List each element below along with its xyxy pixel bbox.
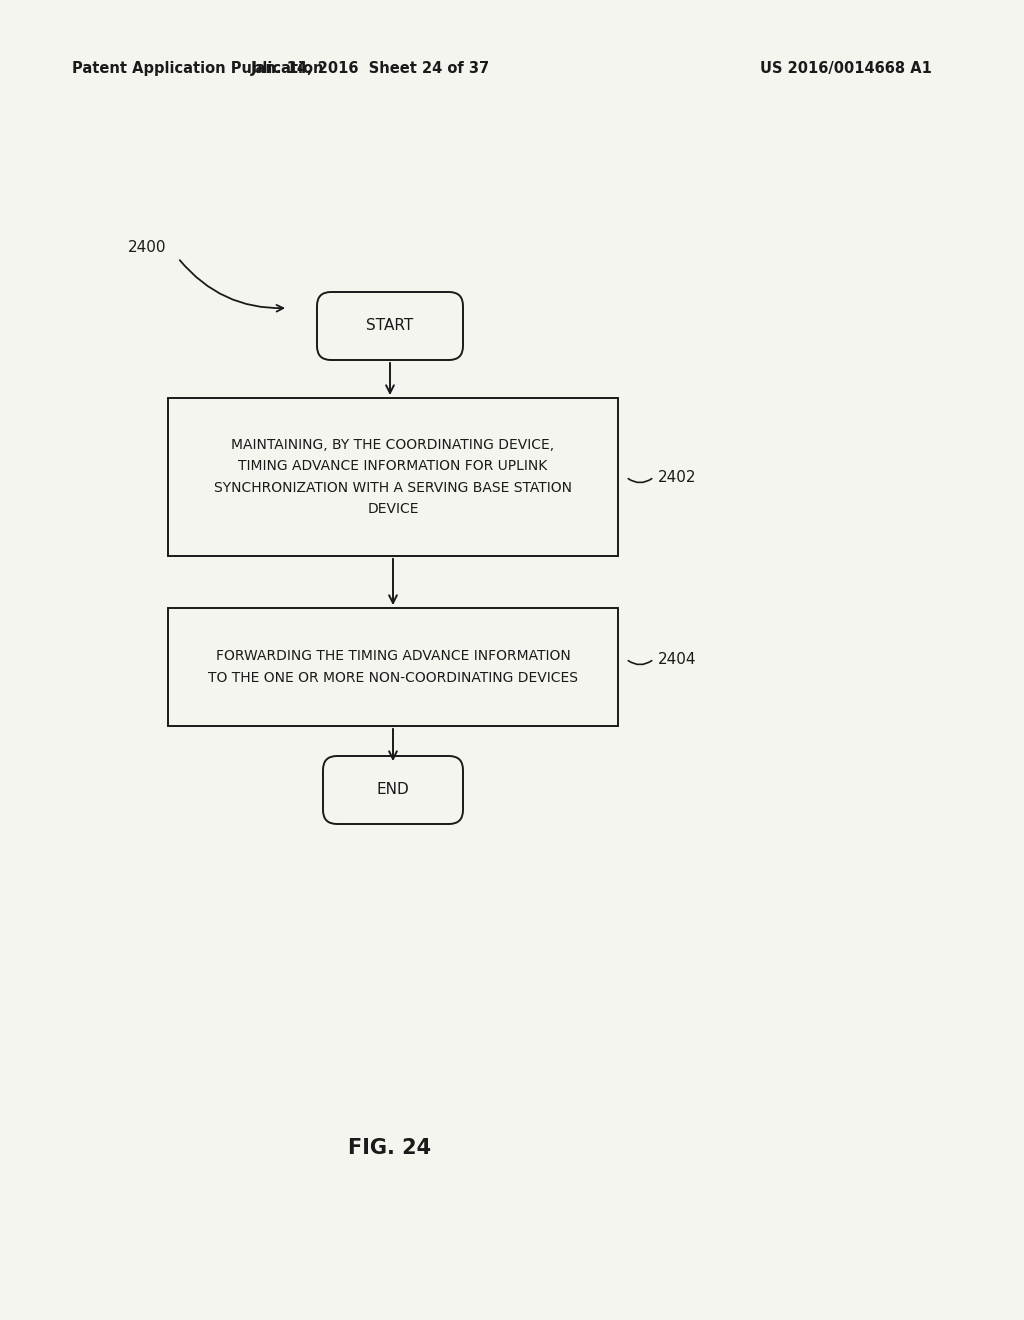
Bar bbox=[168, 399, 618, 556]
Text: FORWARDING THE TIMING ADVANCE INFORMATION
TO THE ONE OR MORE NON-COORDINATING DE: FORWARDING THE TIMING ADVANCE INFORMATIO… bbox=[208, 649, 578, 685]
Bar bbox=[168, 609, 618, 726]
Text: US 2016/0014668 A1: US 2016/0014668 A1 bbox=[760, 61, 932, 75]
Text: Patent Application Publication: Patent Application Publication bbox=[72, 61, 324, 75]
Text: MAINTAINING, BY THE COORDINATING DEVICE,
TIMING ADVANCE INFORMATION FOR UPLINK
S: MAINTAINING, BY THE COORDINATING DEVICE,… bbox=[214, 438, 572, 516]
Text: 2404: 2404 bbox=[658, 652, 696, 667]
Text: 2402: 2402 bbox=[658, 470, 696, 484]
Text: START: START bbox=[367, 318, 414, 334]
FancyBboxPatch shape bbox=[323, 756, 463, 824]
Text: Jan. 14, 2016  Sheet 24 of 37: Jan. 14, 2016 Sheet 24 of 37 bbox=[251, 61, 489, 75]
Text: END: END bbox=[377, 783, 410, 797]
FancyBboxPatch shape bbox=[317, 292, 463, 360]
Text: FIG. 24: FIG. 24 bbox=[348, 1138, 431, 1158]
Text: 2400: 2400 bbox=[128, 240, 167, 256]
